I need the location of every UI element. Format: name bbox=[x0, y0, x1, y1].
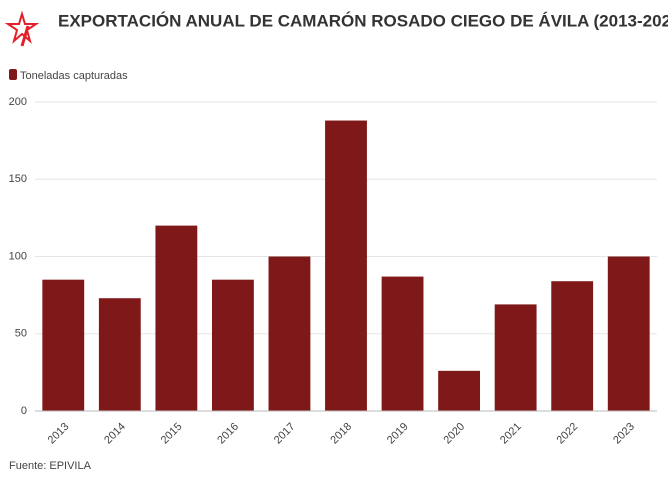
bar bbox=[551, 281, 594, 411]
bar bbox=[211, 279, 254, 411]
bar bbox=[381, 276, 424, 411]
bar bbox=[98, 298, 141, 411]
bar bbox=[325, 120, 367, 411]
x-tick-label: 2020 bbox=[441, 421, 467, 447]
x-tick-label: 2016 bbox=[215, 421, 241, 447]
x-tick-label: 2015 bbox=[159, 421, 185, 447]
chart-title: EXPORTACIÓN ANUAL DE CAMARÓN ROSADO CIEG… bbox=[58, 11, 668, 30]
logo bbox=[4, 10, 40, 47]
y-tick-label: 100 bbox=[9, 250, 27, 262]
x-tick-label: 2019 bbox=[385, 421, 411, 447]
x-tick-label: 2017 bbox=[272, 421, 298, 447]
y-tick-label: 200 bbox=[9, 96, 27, 108]
y-tick-label: 0 bbox=[21, 405, 27, 417]
bar bbox=[494, 304, 537, 411]
bar bbox=[155, 225, 198, 411]
y-tick-label: 150 bbox=[9, 173, 27, 185]
x-tick-label: 2014 bbox=[102, 421, 128, 447]
x-tick-label: 2022 bbox=[555, 421, 581, 447]
x-tick-label: 2013 bbox=[46, 421, 72, 447]
x-tick-label: 2023 bbox=[611, 421, 637, 447]
bar bbox=[268, 256, 311, 411]
legend-label: Toneladas capturadas bbox=[20, 70, 128, 82]
x-tick-label: 2018 bbox=[328, 421, 354, 447]
bar bbox=[607, 256, 650, 411]
x-tick-label: 2021 bbox=[498, 421, 524, 447]
bar bbox=[42, 279, 85, 411]
legend-swatch bbox=[9, 69, 17, 80]
source: Fuente: EPIVILA bbox=[9, 460, 92, 472]
y-tick-label: 50 bbox=[15, 328, 27, 340]
bar bbox=[438, 370, 481, 411]
